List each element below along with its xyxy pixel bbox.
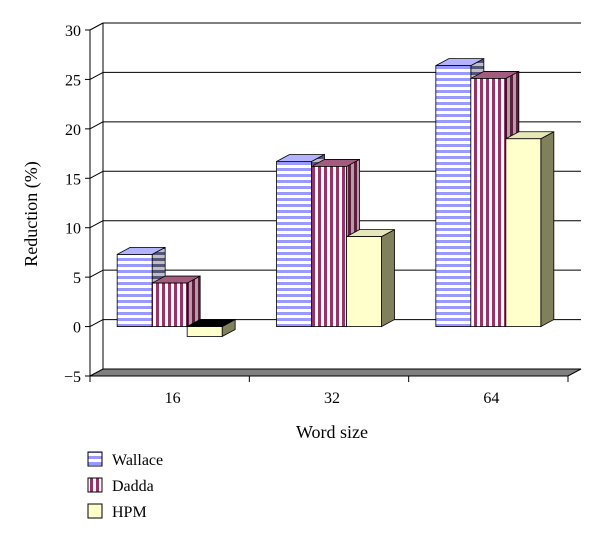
x-axis-title: Word size	[296, 422, 368, 442]
chart-bars	[116, 57, 555, 338]
legend-item-hpm: HPM	[87, 503, 147, 521]
bar-hpm-64	[505, 131, 555, 328]
y-tick-label: −5	[64, 369, 81, 386]
y-tick-label: 5	[73, 270, 81, 287]
bar-hpm-32	[346, 228, 395, 328]
y-tick-label: 15	[65, 171, 81, 188]
legend-swatch	[87, 477, 103, 493]
y-tick-label: 20	[65, 122, 81, 139]
legend: Wallace Dadda HPM	[87, 451, 163, 521]
x-tick-label: 16	[165, 390, 181, 407]
chart-floor	[89, 368, 582, 377]
legend-label: HPM	[112, 504, 147, 521]
y-tick-label: 30	[65, 23, 81, 40]
bar-hpm-16	[186, 318, 236, 338]
legend-label: Wallace	[112, 452, 163, 469]
y-tick-labels: −5 0 5 10 15 20 25 30	[64, 23, 81, 386]
gridline-side	[89, 121, 104, 130]
x-tick-label: 64	[483, 390, 499, 407]
chart-floor-plate	[89, 368, 582, 377]
gridline-side	[89, 22, 104, 31]
gridline-side	[89, 170, 104, 179]
legend-swatch	[87, 503, 103, 519]
y-tick-label: 10	[65, 221, 81, 238]
legend-item-wallace: Wallace	[87, 451, 163, 469]
gridline-side	[89, 269, 104, 278]
gridline-side	[89, 71, 104, 80]
chart-axes	[85, 23, 569, 382]
y-tick-label: 25	[65, 72, 81, 89]
x-tick-label: 32	[324, 390, 340, 407]
legend-label: Dadda	[112, 478, 154, 495]
x-tick-labels: 16 32 64	[165, 390, 500, 407]
y-axis-title: Reduction (%)	[21, 161, 42, 266]
legend-swatch	[87, 451, 103, 467]
y-tick-label: 0	[73, 320, 81, 337]
gridline-side	[89, 220, 104, 229]
bar-dadda-16	[151, 275, 201, 328]
gridline-side	[89, 319, 104, 328]
legend-item-dadda: Dadda	[87, 477, 154, 495]
